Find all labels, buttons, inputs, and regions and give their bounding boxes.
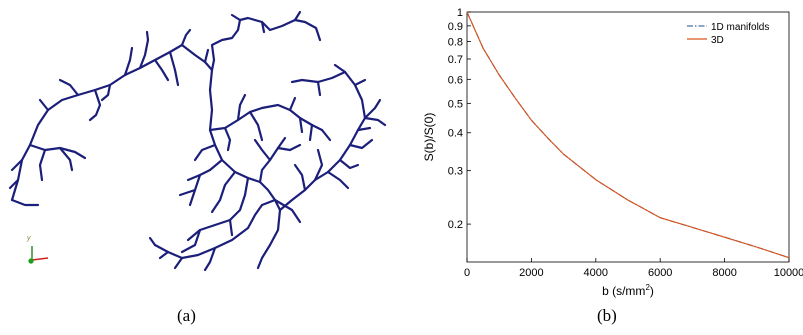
x-axis-label-superscript: 2	[645, 283, 650, 292]
legend-label: 1D manifolds	[711, 22, 769, 33]
caption-b: (b)	[597, 306, 617, 325]
y-tick-label: 0.8	[448, 36, 463, 48]
neuron-rendering: y	[8, 10, 387, 272]
neuron-branches	[8, 10, 387, 272]
x-tick-label: 6000	[648, 267, 672, 279]
chart-panel: 0 2000 4000 6000 8000 10000 0.2 0.3 0.4 0.5 0.6 0.7…	[420, 0, 803, 300]
y-tick-label: 0.2	[448, 219, 463, 231]
x-axis-label-main: b (s/mm	[602, 284, 645, 298]
y-tick-label: 0.4	[448, 128, 463, 140]
y-tick-label: 1	[457, 7, 463, 19]
x-axis-label: b (s/mm2)	[602, 283, 654, 298]
y-tick-label: 0.3	[448, 166, 463, 178]
y-tick-label: 0.7	[448, 54, 463, 66]
series-line-1d-manifolds	[466, 11, 790, 259]
legend-label: 3D	[711, 35, 724, 46]
y-tick-label: 0.9	[448, 21, 463, 33]
y-tick-label: 0.6	[448, 74, 463, 86]
signal-decay-chart: 0 2000 4000 6000 8000 10000 0.2 0.3 0.4 0.5 0.6 0.7…	[422, 7, 803, 298]
y-axis-label: S(b)/S(0)	[422, 113, 436, 162]
caption-a: (a)	[177, 306, 196, 325]
triad-x-axis	[31, 257, 49, 261]
axis-triad: y	[26, 235, 49, 264]
triad-y-label: y	[26, 235, 31, 242]
x-tick-label: 2000	[519, 267, 543, 279]
triad-origin	[28, 258, 34, 264]
x-axis-label-suffix: )	[650, 284, 654, 298]
x-tick-label: 8000	[712, 267, 736, 279]
neuron-panel: y	[0, 0, 420, 300]
plot-frame	[466, 11, 790, 263]
x-tick-label: 10000	[774, 267, 803, 279]
x-tick-label: 0	[464, 267, 470, 279]
x-tick-label: 4000	[584, 267, 608, 279]
series-line-3d	[466, 11, 790, 259]
y-tick-label: 0.5	[448, 98, 463, 110]
